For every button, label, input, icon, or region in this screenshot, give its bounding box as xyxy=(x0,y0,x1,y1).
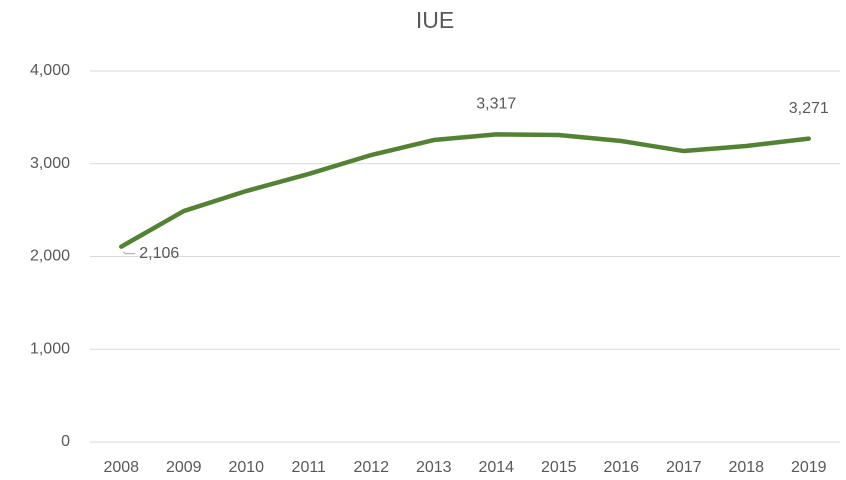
x-tick-label: 2017 xyxy=(666,459,702,476)
x-tick-label: 2012 xyxy=(353,459,389,476)
x-tick-label: 2009 xyxy=(166,459,202,476)
x-tick-label: 2014 xyxy=(478,459,514,476)
x-tick-label: 2019 xyxy=(791,459,827,476)
x-tick-label: 2018 xyxy=(728,459,764,476)
y-tick-label: 1,000 xyxy=(30,340,70,357)
x-tick-label: 2016 xyxy=(603,459,639,476)
y-tick-label: 3,000 xyxy=(30,155,70,172)
x-tick-label: 2008 xyxy=(103,459,139,476)
data-label: 3,271 xyxy=(789,100,829,117)
y-tick-label: 4,000 xyxy=(30,62,70,79)
y-tick-label: 2,000 xyxy=(30,248,70,265)
chart-title: IUE xyxy=(416,7,454,33)
data-label: 2,106 xyxy=(139,245,179,262)
x-tick-label: 2015 xyxy=(541,459,577,476)
y-tick-label: 0 xyxy=(61,433,70,450)
x-tick-label: 2011 xyxy=(292,459,327,476)
x-tick-label: 2013 xyxy=(416,459,452,476)
series-line xyxy=(119,132,811,249)
x-tick-label: 2010 xyxy=(228,459,264,476)
leader-line xyxy=(122,251,136,255)
data-label: 3,317 xyxy=(476,96,516,113)
